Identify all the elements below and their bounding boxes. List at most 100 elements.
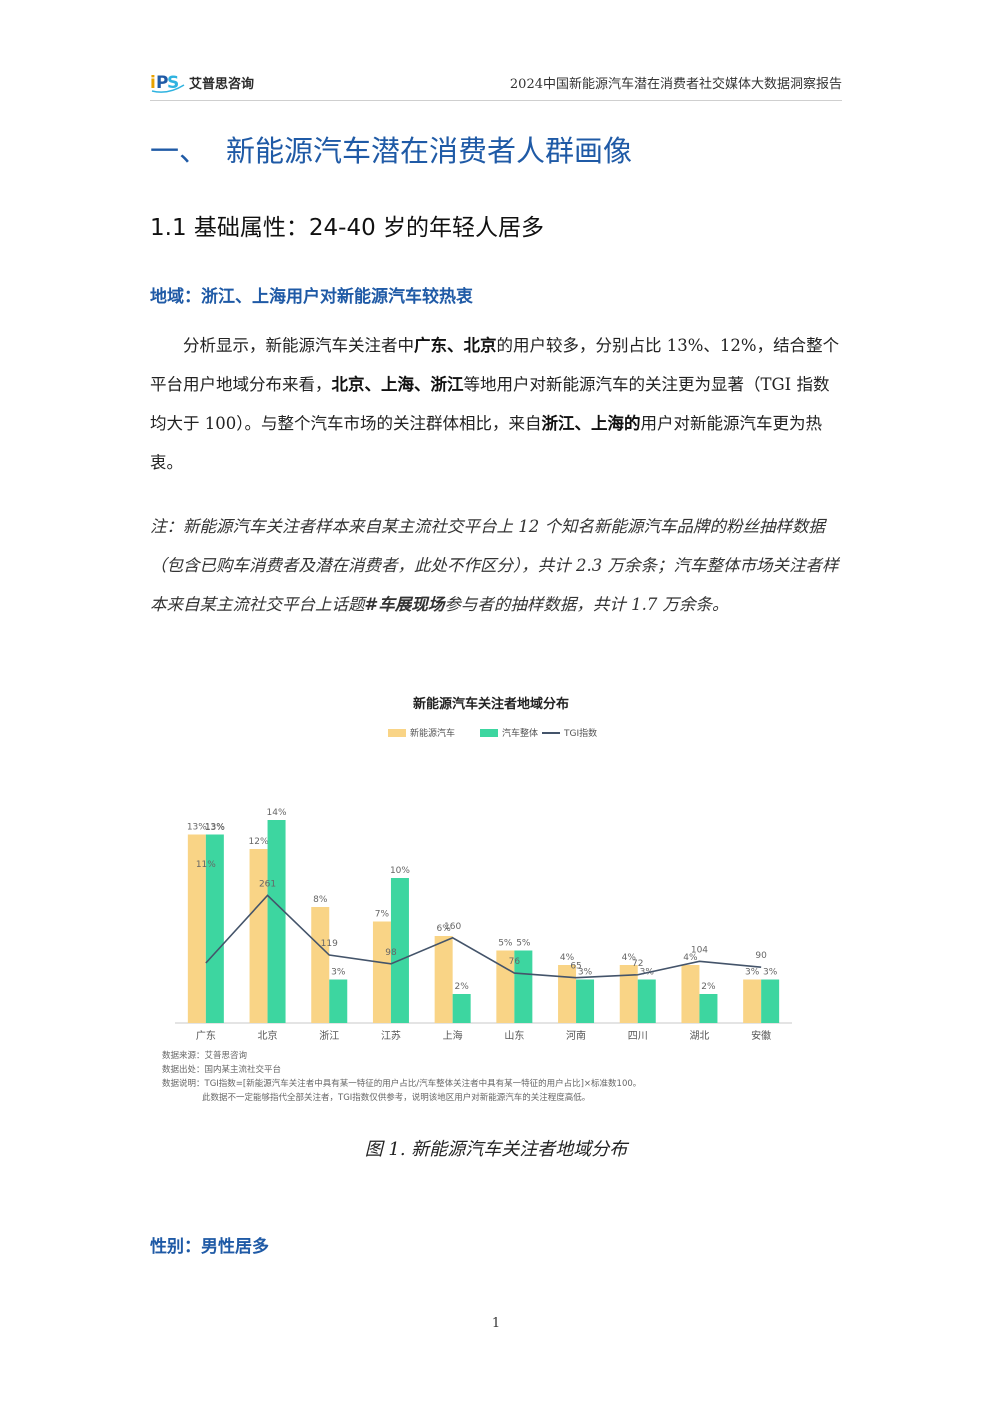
bar-value-label: 4% xyxy=(683,953,698,963)
bar xyxy=(249,849,268,1023)
region-bold-3: 浙江、上海的 xyxy=(541,414,641,433)
tgi-value-label: 90 xyxy=(755,951,767,961)
bar-value-label: 7% xyxy=(375,910,390,920)
bar-value-label: 4% xyxy=(622,953,637,963)
section-heading: 一、 新能源汽车潜在消费者人群画像 xyxy=(150,128,632,170)
bar xyxy=(681,965,700,1023)
page-header: i P S 艾普思咨询 2024中国新能源汽车潜在消费者社交媒体大数据洞察报告 xyxy=(150,64,842,101)
company-logo: i P S 艾普思咨询 xyxy=(150,70,254,94)
tgi-value-label: 72 xyxy=(632,959,643,969)
note-text-2: 参与者的抽样数据，共计 1.7 万余条。 xyxy=(444,595,729,614)
region-text-4: 用户对新能源汽车更为热衷。 xyxy=(150,414,822,472)
region-chart-svg: 新能源汽车关注者地域分布 新能源汽车 汽车整体 TGI指数 13%13%广东12%1… xyxy=(162,696,792,1103)
bar-value-label: 14% xyxy=(267,808,287,818)
svg-text:S: S xyxy=(167,73,179,93)
bar xyxy=(390,878,409,1023)
bar-value-label: 4% xyxy=(560,953,575,963)
extra-label: 13% xyxy=(205,823,225,833)
bar-value-label: 5% xyxy=(498,939,513,949)
tgi-value-label: 98 xyxy=(385,948,397,958)
x-tick-label: 河南 xyxy=(566,1029,586,1042)
x-tick-label: 山东 xyxy=(504,1029,524,1042)
gender-heading: 性别：男性居多 xyxy=(150,1237,269,1257)
x-tick-label: 上海 xyxy=(443,1029,463,1042)
section-number: 一、 xyxy=(150,134,209,168)
bar xyxy=(372,921,391,1023)
ips-logo-icon: i P S xyxy=(150,73,185,93)
legend-label: 新能源汽车 xyxy=(410,727,455,739)
logo-text: 艾普思咨询 xyxy=(189,76,255,92)
tgi-value-label: 261 xyxy=(259,879,276,889)
extra-label: 11% xyxy=(196,860,216,870)
bar xyxy=(761,979,780,1023)
note-topic: #车展现场 xyxy=(364,595,445,614)
subsection-heading: 1.1 基础属性：24-40 岁的年轻人居多 xyxy=(150,215,545,241)
bar xyxy=(514,950,533,1023)
sample-note: 注：新能源汽车关注者样本来自某主流社交平台上 12 个知名新能源汽车品牌的粉丝抽… xyxy=(150,507,842,624)
bar xyxy=(558,965,577,1023)
document-title: 2024中国新能源汽车潜在消费者社交媒体大数据洞察报告 xyxy=(509,77,842,92)
legend-label: 汽车整体 xyxy=(502,727,538,739)
x-tick-label: 江苏 xyxy=(381,1029,401,1042)
bar-value-label: 3% xyxy=(745,968,760,978)
bar xyxy=(311,907,330,1023)
region-bold-2: 北京、上海、浙江 xyxy=(331,375,464,394)
x-tick-label: 广东 xyxy=(196,1029,216,1042)
region-bold-1: 广东、北京 xyxy=(414,336,497,355)
bar-value-label: 6% xyxy=(437,924,452,934)
bar-value-label: 13% xyxy=(187,823,207,833)
region-text-3: 等地用户对新能源汽车的关注更为显著（TGI 指数均大于 100）。与整个汽车市场… xyxy=(150,375,830,433)
chart-data-desc-2: 此数据不一定能够指代全部关注者，TGI指数仅供参考，说明该地区用户对新能源汽车的… xyxy=(202,1092,590,1103)
bar xyxy=(699,994,718,1023)
x-tick-label: 安徽 xyxy=(751,1029,771,1042)
section-title: 新能源汽车潜在消费者人群画像 xyxy=(226,134,633,168)
chart-data-origin: 数据出处：国内某主流社交平台 xyxy=(162,1064,281,1075)
tgi-line xyxy=(205,894,762,979)
bar-value-label: 2% xyxy=(701,982,716,992)
bar xyxy=(205,834,224,1023)
bar xyxy=(637,979,656,1023)
chart-data-desc-1: 数据说明：TGI指数=[新能源汽车关注者中具有某一特征的用户占比/汽车整体关注者… xyxy=(162,1078,641,1089)
chart-title: 新能源汽车关注者地域分布 xyxy=(413,696,569,712)
bar-value-label: 10% xyxy=(390,866,410,876)
bar-value-label: 5% xyxy=(516,939,531,949)
bar xyxy=(329,979,348,1023)
legend-swatch xyxy=(388,729,406,737)
bar xyxy=(576,979,595,1023)
bar-value-label: 8% xyxy=(313,895,328,905)
tgi-value-label: 119 xyxy=(321,939,338,949)
bar xyxy=(496,950,515,1023)
svg-text:i: i xyxy=(150,73,156,93)
region-chart: 新能源汽车关注者地域分布 新能源汽车 汽车整体 TGI指数 13% 13% 广东 12% 1… xyxy=(150,685,842,1115)
tgi-value-label: 104 xyxy=(691,945,708,955)
svg-text:P: P xyxy=(156,73,168,93)
note-text-1: 注：新能源汽车关注者样本来自某主流社交平台上 12 个知名新能源汽车品牌的粉丝抽… xyxy=(150,517,839,614)
bar xyxy=(743,979,762,1023)
bar xyxy=(267,820,286,1023)
bar xyxy=(187,834,206,1023)
x-tick-label: 湖北 xyxy=(689,1030,709,1042)
tgi-value-label: 160 xyxy=(444,922,461,932)
bar-value-label: 3% xyxy=(763,968,778,978)
chart-legend: 新能源汽车 汽车整体 TGI指数 xyxy=(388,727,597,739)
region-paragraph: 分析显示，新能源汽车关注者中广东、北京的用户较多，分别占比 13%、12%，结合… xyxy=(150,326,842,482)
bar xyxy=(434,936,453,1023)
tgi-value-label: 76 xyxy=(509,957,521,967)
bar-value-label: 12% xyxy=(249,837,269,847)
page-number: 1 xyxy=(491,1316,501,1331)
bar xyxy=(452,994,471,1023)
bar xyxy=(619,965,638,1023)
bar-value-label: 3% xyxy=(578,968,593,978)
legend-label: TGI指数 xyxy=(563,727,597,739)
chart-plot: 13%13% 广东 12% 14% 北京 8% 3% 浙江 7% 10% 江苏 6% 2% 上海 5% 5% 山… xyxy=(175,808,792,1042)
x-tick-label: 四川 xyxy=(628,1031,648,1042)
bar-value-label: 2% xyxy=(455,982,470,992)
bar-value-label: 13% xyxy=(205,823,225,833)
x-tick-label: 北京 xyxy=(258,1029,278,1042)
region-text-1: 分析显示，新能源汽车关注者中 xyxy=(183,336,414,355)
figure-caption: 图 1. 新能源汽车关注者地域分布 xyxy=(364,1139,628,1160)
region-heading: 地域：浙江、上海用户对新能源汽车较热衷 xyxy=(150,287,473,307)
x-tick-label: 浙江 xyxy=(319,1030,339,1042)
legend-swatch xyxy=(480,729,498,737)
region-text-2: 的用户较多，分别占比 13%、12%，结合整个平台用户地域分布来看， xyxy=(150,336,840,394)
